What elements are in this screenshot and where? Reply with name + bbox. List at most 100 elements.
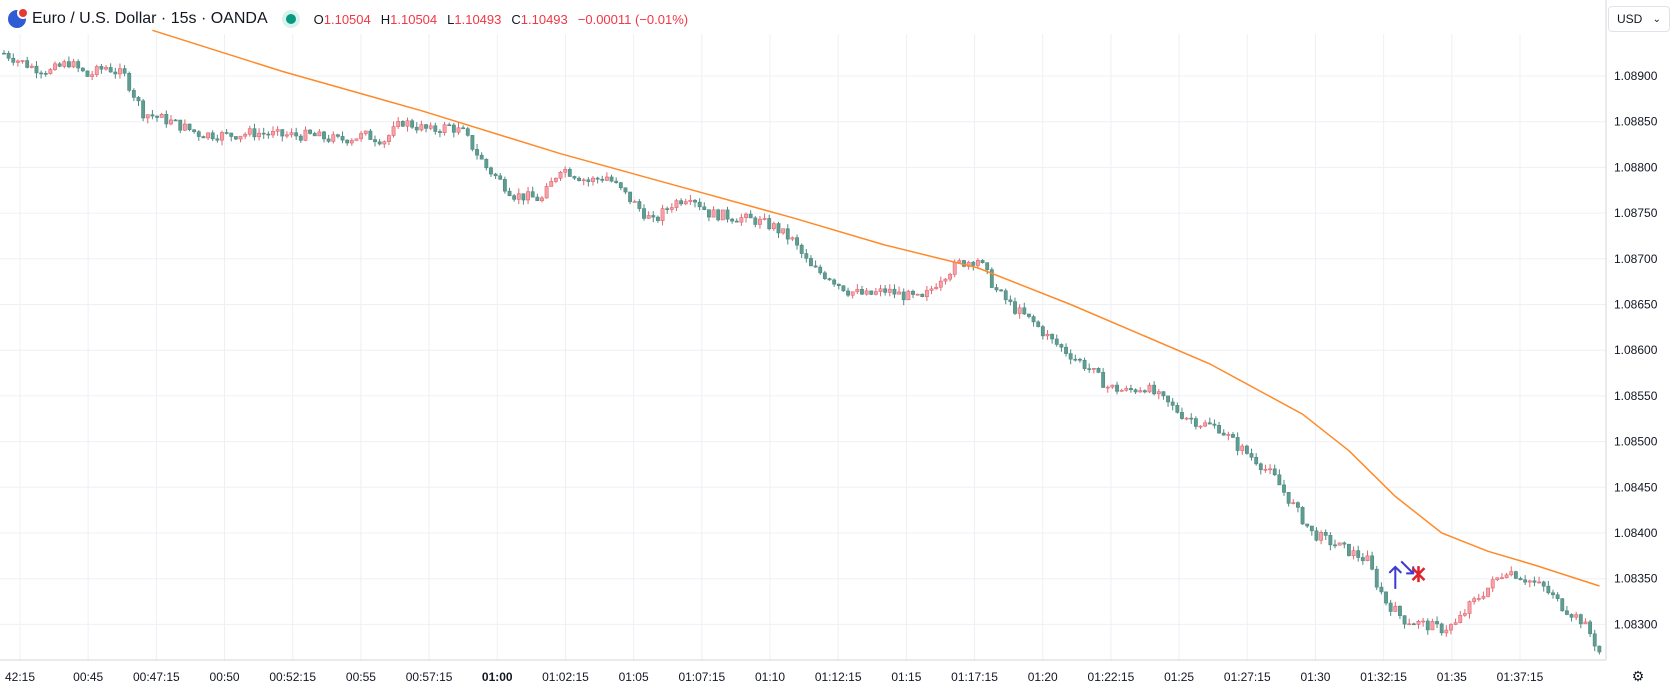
time-tick-label: 01:15 (891, 670, 921, 684)
candle-body (1476, 598, 1481, 600)
time-tick-label: 01:30 (1300, 670, 1330, 684)
candle-body (493, 173, 498, 177)
candle-body (62, 61, 67, 67)
time-tick-label: 00:50 (210, 670, 240, 684)
candle-body (957, 260, 962, 263)
candle-body (846, 290, 850, 296)
candle-body (994, 287, 999, 291)
candle-body (1527, 580, 1532, 583)
candle-body (127, 72, 132, 91)
candle-body (725, 209, 730, 220)
time-tick-label: 01:00 (482, 670, 513, 684)
time-tick-label: 01:32:15 (1360, 670, 1407, 684)
candle-body (651, 215, 656, 218)
candle-body (145, 114, 150, 119)
candle-body (790, 237, 795, 240)
time-tick-label: 01:35 (1437, 670, 1467, 684)
currency-selector[interactable]: USD ⌄ (1608, 6, 1670, 32)
candle-body (141, 100, 146, 119)
candle-body (521, 193, 526, 201)
candle-body (1096, 368, 1101, 373)
candle-body (1235, 437, 1240, 451)
signal-markers (1388, 560, 1426, 589)
candle-body (345, 139, 350, 144)
candle-body (396, 121, 401, 127)
candle-body (155, 115, 159, 118)
candle-body (465, 128, 470, 136)
candle-body (136, 97, 141, 102)
candle-body (1458, 615, 1463, 623)
candle-body (804, 253, 809, 259)
time-axis[interactable]: 42:15 00:45 00:47:15 00:50 00:52:15 00:55 00:5… (0, 659, 1606, 684)
candle-body (1309, 525, 1314, 532)
candle-body (1226, 434, 1231, 436)
candle-body (864, 290, 869, 295)
candle-body (1286, 492, 1291, 504)
candle-body (1091, 368, 1096, 370)
candle-body (122, 68, 127, 74)
candle-body (1578, 614, 1583, 625)
candle-body (581, 179, 586, 182)
time-tick-label: 00:52:15 (269, 670, 316, 684)
candle-body (683, 201, 688, 205)
candle-body (855, 289, 860, 293)
candle-body (609, 176, 614, 182)
candle-body (1333, 544, 1337, 547)
high-label: H (380, 11, 391, 27)
candle-body (753, 217, 758, 225)
price-tick-label: 1.08350 (1614, 572, 1658, 586)
candle-body (512, 195, 517, 200)
candle-body (674, 200, 679, 208)
candle-body (1490, 579, 1495, 589)
candle-body (1504, 574, 1509, 578)
candle-body (665, 208, 670, 210)
candle-body (373, 139, 377, 143)
candle-body (1221, 432, 1226, 436)
candle-body (669, 207, 674, 210)
candle-body (11, 57, 16, 63)
price-axis[interactable]: 1.08900 1.08850 1.08800 1.08750 1.08700 1.086… (1605, 0, 1658, 660)
candle-body (929, 288, 934, 291)
candle-body (247, 128, 252, 135)
candle-body (1588, 621, 1593, 635)
candle-body (387, 135, 391, 142)
candle-body (1518, 578, 1523, 581)
candle-body (1347, 543, 1351, 556)
candle-body (1523, 579, 1528, 583)
settings-gear-icon[interactable]: ⚙ (1631, 668, 1645, 684)
candle-body (34, 65, 39, 74)
candle-body (1564, 610, 1569, 615)
candle-body (118, 68, 122, 75)
candle-body (210, 132, 215, 140)
candle-body (883, 288, 888, 293)
candle-body (827, 278, 832, 281)
candle-body (400, 121, 405, 127)
candle-body (1356, 550, 1361, 558)
high-value: 1.10504 (390, 11, 438, 27)
candle-body (257, 132, 261, 138)
candle-body (785, 228, 790, 240)
candle-body (271, 131, 275, 136)
candle-body (1087, 368, 1092, 370)
candle-body (623, 187, 628, 193)
candle-body (298, 135, 303, 141)
candle-body (887, 288, 892, 293)
candle-body (80, 67, 85, 72)
candle-body (43, 73, 48, 75)
chart-grid (0, 34, 1606, 660)
candle-body (572, 176, 577, 179)
candle-body (1175, 405, 1180, 413)
candle-body (952, 262, 957, 275)
candle-body (1555, 594, 1560, 599)
candle-body (1374, 568, 1379, 588)
candle-body (1560, 598, 1565, 612)
candle-body (322, 131, 326, 140)
candle-body (971, 261, 976, 266)
market-status-icon[interactable] (285, 14, 296, 24)
candle-body (813, 265, 818, 268)
symbol-title[interactable]: Euro / U.S. Dollar · 15s · OANDA (32, 10, 268, 27)
candle-body (632, 201, 637, 203)
candle-body (818, 266, 823, 274)
candle-body (308, 129, 313, 134)
